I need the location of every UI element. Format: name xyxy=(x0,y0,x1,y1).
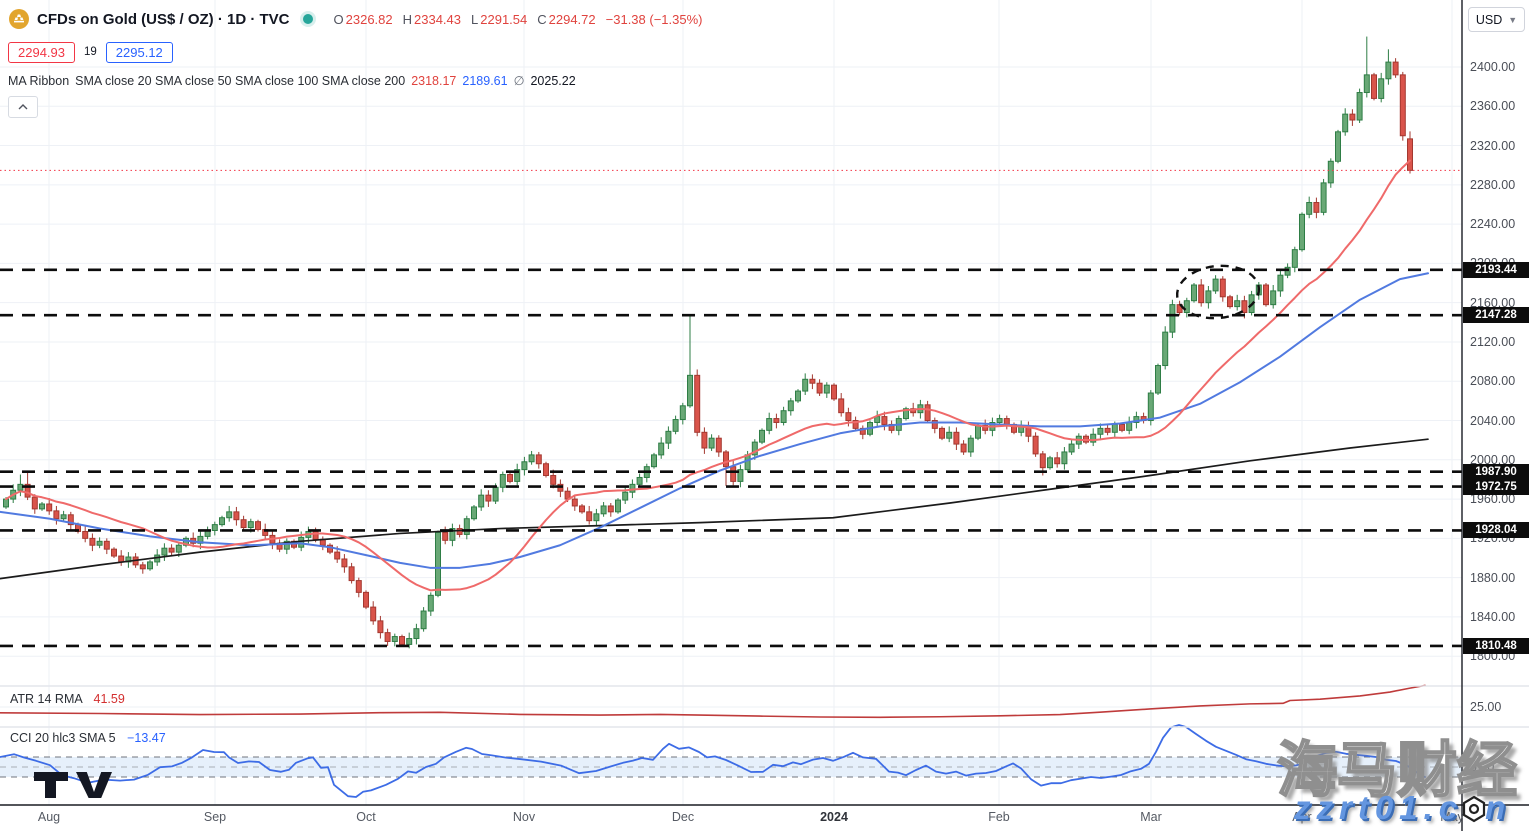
close-value: 2294.72 xyxy=(548,11,596,27)
price-tick: 2360.00 xyxy=(1470,99,1516,114)
sma200-value: 2025.22 xyxy=(530,73,576,88)
low-value: 2291.54 xyxy=(480,11,528,27)
collapse-legend-button[interactable] xyxy=(8,96,38,118)
cci-value: −13.47 xyxy=(127,731,166,745)
close-label: C xyxy=(537,11,547,27)
low-label: L xyxy=(471,11,479,27)
price-tick: 2000.00 xyxy=(1470,452,1516,467)
time-label: Apr xyxy=(1292,810,1312,824)
time-label: Sep xyxy=(203,810,227,824)
price-tick: 2040.00 xyxy=(1470,413,1516,428)
level-price-label: 1928.04 xyxy=(1463,522,1529,539)
time-label: Feb xyxy=(988,810,1010,824)
atr-axis-label: 25.00 xyxy=(1470,700,1502,714)
change-value: −31.38 (−1.35%) xyxy=(605,11,703,27)
time-label: Oct xyxy=(356,810,376,824)
symbol-title[interactable]: CFDs on Gold (US$ / OZ) · 1D · TVC xyxy=(37,10,290,28)
level-price-label: 1972.75 xyxy=(1463,478,1529,495)
price-tick: 1840.00 xyxy=(1470,609,1516,624)
price-tick: 2160.00 xyxy=(1470,295,1516,310)
sma20-value: 2318.17 xyxy=(411,73,457,88)
sma50-value: 2189.61 xyxy=(462,73,508,88)
currency-selector[interactable]: USD ▼ xyxy=(1468,7,1525,32)
time-label: Dec xyxy=(671,810,695,824)
tradingview-logo[interactable] xyxy=(32,770,124,805)
chevron-up-icon xyxy=(18,104,28,110)
time-label: 2024 xyxy=(820,810,848,824)
price-tick: 2320.00 xyxy=(1470,138,1516,153)
cci-axis-label: 0.00 xyxy=(1470,760,1495,774)
price-tick: 1960.00 xyxy=(1470,492,1516,507)
high-label: H xyxy=(402,11,413,27)
cci-title: CCI 20 hlc3 SMA 5 xyxy=(10,731,116,745)
price-tick: 1880.00 xyxy=(1470,570,1516,585)
sma100-empty-value: ∅ xyxy=(513,74,525,88)
price-tick: 2240.00 xyxy=(1470,217,1516,232)
time-label: Nov xyxy=(512,810,536,824)
time-label: Mar xyxy=(1140,810,1162,824)
atr-title: ATR 14 RMA xyxy=(10,692,83,706)
time-label: Aug xyxy=(37,810,61,824)
ma-ribbon-title: MA Ribbon xyxy=(8,73,70,88)
high-value: 2334.43 xyxy=(414,11,462,27)
open-label: O xyxy=(333,11,344,27)
level-price-label: 1987.90 xyxy=(1463,463,1529,480)
ask-price-button[interactable]: 2295.12 xyxy=(105,41,173,63)
level-price-label: 2147.28 xyxy=(1463,307,1529,324)
bid-price-button[interactable]: 2294.93 xyxy=(8,41,75,63)
chart-legend: CFDs on Gold (US$ / OZ) · 1D · TVC O 2326… xyxy=(8,6,703,118)
ohlc-values: O 2326.82 H 2334.43 L 2291.54 C 2294.72 −31.… xyxy=(326,12,703,27)
gold-coin-icon xyxy=(8,8,30,30)
price-tick: 2080.00 xyxy=(1470,374,1516,389)
price-tick: 2280.00 xyxy=(1470,177,1516,192)
ma-ribbon-legend[interactable]: MA Ribbon SMA close 20 SMA close 50 SMA … xyxy=(8,73,703,89)
chevron-down-icon: ▼ xyxy=(1508,14,1518,25)
open-value: 2326.82 xyxy=(345,11,393,27)
ma-ribbon-params: SMA close 20 SMA close 50 SMA close 100 … xyxy=(75,73,406,88)
spread-value: 19 xyxy=(84,46,97,58)
price-tick: 2120.00 xyxy=(1470,334,1516,349)
currency-value: USD xyxy=(1475,12,1503,27)
price-tick: 2400.00 xyxy=(1470,60,1516,74)
atr-legend[interactable]: ATR 14 RMA 41.59 xyxy=(10,692,125,706)
cci-legend[interactable]: CCI 20 hlc3 SMA 5 −13.47 xyxy=(10,731,166,745)
level-price-label: 1810.48 xyxy=(1463,637,1529,654)
atr-value: 41.59 xyxy=(93,692,125,706)
time-label: May xyxy=(1440,810,1464,824)
level-price-label: 2193.44 xyxy=(1463,261,1529,278)
market-status-icon xyxy=(302,14,313,24)
